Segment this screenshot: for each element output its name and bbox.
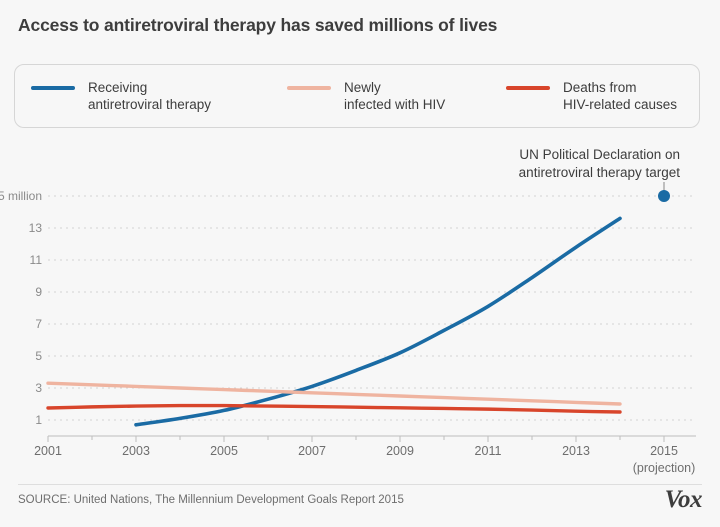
y-tick-label-13: 13	[28, 221, 42, 235]
x-tick-label-2001: 2001	[34, 444, 62, 458]
y-tick-label-7: 7	[35, 317, 42, 331]
x-tick-label-2013: 2013	[562, 444, 590, 458]
y-tick-label-11: 11	[29, 253, 42, 267]
x-tick-label-2009: 2009	[386, 444, 414, 458]
un-target-dot	[658, 190, 670, 202]
annotation-line-2: antiretroviral therapy target	[518, 165, 680, 180]
x-tick-label-2015: 2015	[650, 444, 678, 458]
y-tick-label-5: 5	[35, 349, 42, 363]
chart-y-axis-labels: 15 million 13 11 9 7 5 3 1	[0, 0, 42, 527]
y-tick-label-3: 3	[35, 381, 42, 395]
chart-x-tick-marks	[47, 436, 665, 442]
x-tick-label-2005: 2005	[210, 444, 238, 458]
x-tick-label-2007: 2007	[298, 444, 326, 458]
legend-item-deaths-from-hiv-related-causes[interactable]: Deaths from HIV-related causes	[506, 79, 677, 113]
x-tick-label-2003: 2003	[122, 444, 150, 458]
series-line-deaths-from-hiv-related-causes	[46, 403, 622, 414]
page-title: Access to antiretroviral therapy has sav…	[18, 15, 498, 35]
legend-label-receiving: Receiving antiretroviral therapy	[88, 80, 212, 112]
series-line-newly-infected-with-hiv	[46, 381, 622, 406]
legend-label-newly-infected: Newly infected with HIV	[344, 80, 446, 112]
annotation-line-1: UN Political Declaration on	[519, 147, 680, 162]
un-target-marker	[658, 182, 670, 202]
footer-divider	[18, 484, 702, 485]
source-attribution: SOURCE: United Nations, The Millennium D…	[18, 494, 404, 506]
y-tick-label-15: 15 million	[0, 189, 42, 203]
legend-line-icon-receiving	[31, 86, 75, 90]
chart-legend: Receiving antiretroviral therapy Newly i…	[14, 64, 700, 128]
legend-label-deaths: Deaths from HIV-related causes	[563, 80, 678, 112]
y-tick-label-1: 1	[35, 413, 42, 427]
x-tick-label-2011: 2011	[474, 444, 502, 458]
series-line-receiving-antiretroviral-therapy	[134, 216, 622, 427]
legend-item-receiving-antiretroviral-therapy[interactable]: Receiving antiretroviral therapy	[31, 79, 211, 113]
x-tick-sublabel-2015: (projection)	[632, 461, 696, 475]
legend-line-icon-deaths	[506, 86, 550, 90]
legend-item-newly-infected-with-hiv[interactable]: Newly infected with HIV	[287, 79, 445, 113]
chart-annotation: UN Political Declaration on antiretrovir…	[432, 146, 680, 182]
chart-series-lines	[46, 216, 622, 427]
y-tick-label-9: 9	[35, 285, 42, 299]
vox-logo: Vox	[664, 486, 703, 513]
chart-gridlines	[48, 195, 696, 421]
legend-line-icon-newly-infected	[287, 86, 331, 90]
